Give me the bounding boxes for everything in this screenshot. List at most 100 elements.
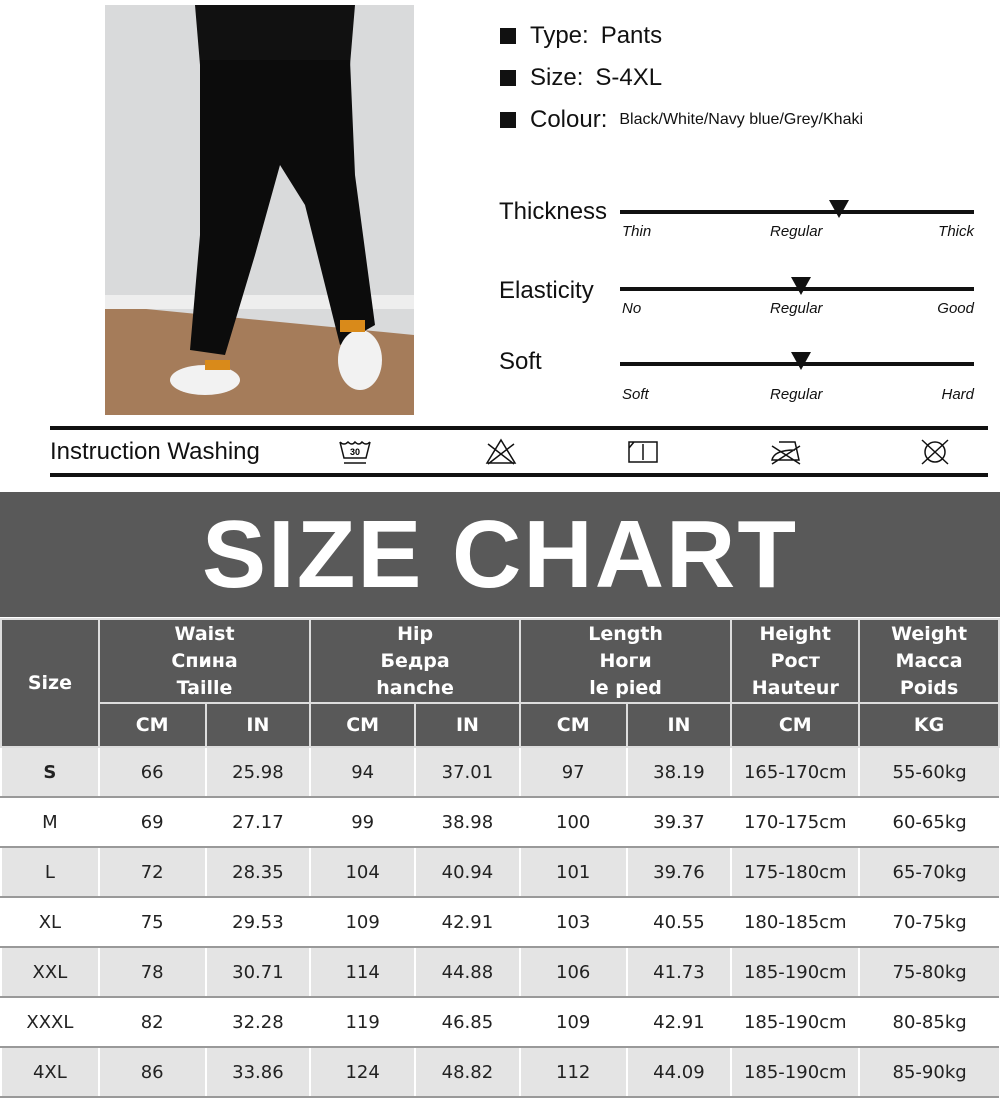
size-cell: M — [0, 797, 99, 848]
table-cell: 48.82 — [414, 1047, 520, 1098]
scale-tick: Thin — [622, 223, 652, 240]
header-line: Weight — [891, 622, 968, 645]
table-row: S 66 25.98 94 37.01 97 38.19 165-170cm 55-60kg — [0, 747, 999, 798]
table-row: XL 75 29.53 109 42.91 103 40.55 180-185cm 70-75k… — [0, 897, 999, 948]
table-cell: 66 — [97, 747, 206, 798]
header-line: Рост — [770, 649, 820, 672]
unit-header: CM — [730, 702, 861, 748]
table-cell: 185-190cm — [730, 947, 860, 998]
unit-header: CM — [518, 702, 628, 748]
column-group-header: Hip Бедра hanche — [309, 618, 521, 704]
spec-2: Colour: Black/White/Navy blue/Grey/Khaki — [500, 106, 863, 134]
unit-header: IN — [625, 702, 733, 748]
table-cell: 75 — [97, 897, 206, 948]
do-not-iron-icon — [771, 441, 801, 465]
header-line: Length — [588, 622, 663, 645]
table-cell: 37.01 — [414, 747, 520, 798]
size-cell: 4XL — [0, 1047, 99, 1098]
size-cell: XXL — [0, 947, 99, 998]
table-cell: 29.53 — [204, 897, 311, 948]
spec-value: Black/White/Navy blue/Grey/Khaki — [619, 111, 864, 128]
unit-header: IN — [414, 702, 521, 748]
bullet-icon — [500, 28, 516, 44]
table-cell: 106 — [518, 947, 627, 998]
table-row: 4XL 86 33.86 124 48.82 112 44.09 185-190cm 85-90… — [0, 1047, 999, 1098]
table-cell: 38.19 — [625, 747, 732, 798]
table-cell: 65-70kg — [858, 847, 999, 898]
table-cell: 119 — [309, 997, 416, 1048]
scale-tick: Soft — [622, 386, 649, 403]
scale-tick: No — [622, 300, 642, 317]
table-cell: 104 — [309, 847, 416, 898]
bullet-icon — [500, 112, 516, 128]
table-cell: 28.35 — [204, 847, 311, 898]
table-cell: 94 — [309, 747, 416, 798]
table-cell: 25.98 — [204, 747, 311, 798]
table-cell: 60-65kg — [858, 797, 999, 848]
scale-marker — [790, 352, 811, 370]
table-cell: 46.85 — [414, 997, 520, 1048]
table-cell: 82 — [97, 997, 206, 1048]
table-row: M 69 27.17 99 38.98 100 39.37 170-175cm 60-65kg — [0, 797, 999, 848]
scale-marker — [790, 277, 811, 295]
table-cell: 124 — [309, 1047, 416, 1098]
table-cell: 109 — [309, 897, 416, 948]
unit-header: IN — [204, 702, 312, 748]
table-cell: 41.73 — [625, 947, 732, 998]
table-cell: 39.37 — [625, 797, 732, 848]
bullet-icon — [500, 70, 516, 86]
size-table: Size Waist Спина Taille Hip Бедра hanche Length… — [0, 618, 1000, 1098]
spec-label: Size: — [530, 64, 584, 91]
table-cell: 97 — [518, 747, 627, 798]
scale-tick: Regular — [770, 386, 823, 403]
table-cell: 39.76 — [625, 847, 732, 898]
table-cell: 75-80kg — [858, 947, 999, 998]
table-cell: 42.91 — [414, 897, 520, 948]
spec-value: Pants — [600, 22, 663, 49]
header-line: Hauteur — [751, 676, 839, 699]
unit-header: CM — [309, 702, 417, 748]
dry-flat-icon — [628, 441, 658, 463]
table-cell: 86 — [97, 1047, 206, 1098]
header-line: le pied — [589, 676, 662, 699]
table-cell: 72 — [97, 847, 206, 898]
table-cell: 80-85kg — [858, 997, 999, 1048]
header-line: Height — [759, 622, 832, 645]
size-cell: XXXL — [0, 997, 99, 1048]
size-cell: L — [0, 847, 99, 898]
table-cell: 55-60kg — [858, 747, 999, 798]
table-cell: 185-190cm — [730, 1047, 860, 1098]
column-group-header: Weight Масса Poids — [858, 618, 1000, 704]
table-cell: 44.88 — [414, 947, 520, 998]
scale-tick: Regular — [770, 300, 823, 317]
table-cell: 44.09 — [625, 1047, 732, 1098]
scale-tick: Thick — [938, 223, 974, 240]
do-not-tumble-dry-icon — [921, 439, 949, 465]
size-cell: XL — [0, 897, 99, 948]
table-cell: 78 — [97, 947, 206, 998]
scale-label: Thickness — [499, 198, 608, 225]
washing-label: Instruction Washing — [50, 438, 260, 465]
header-line: Ноги — [599, 649, 652, 672]
table-cell: 103 — [518, 897, 627, 948]
unit-header: CM — [97, 702, 207, 748]
table-row: XXL 78 30.71 114 44.88 106 41.73 185-190cm 75-80… — [0, 947, 999, 998]
size-header: Size — [0, 618, 100, 748]
spec-0: Type: Pants — [500, 22, 662, 50]
table-cell: 69 — [97, 797, 206, 848]
svg-text:30: 30 — [350, 447, 360, 457]
spec-value: S-4XL — [595, 64, 663, 91]
header-line: Taille — [176, 676, 233, 699]
header-line: hanche — [376, 676, 454, 699]
table-cell: 32.28 — [204, 997, 311, 1048]
table-cell: 175-180cm — [730, 847, 860, 898]
table-row: L 72 28.35 104 40.94 101 39.76 175-180cm 65-70kg — [0, 847, 999, 898]
wash-30-icon: 30 — [339, 440, 371, 464]
table-row: XXXL 82 32.28 119 46.85 109 42.91 185-190cm 80-8… — [0, 997, 999, 1048]
scale-tick: Good — [937, 300, 974, 317]
scale-marker — [829, 200, 850, 218]
table-cell: 170-175cm — [730, 797, 860, 848]
table-cell: 42.91 — [625, 997, 732, 1048]
table-cell: 99 — [309, 797, 416, 848]
scale-tick: Regular — [770, 223, 823, 240]
